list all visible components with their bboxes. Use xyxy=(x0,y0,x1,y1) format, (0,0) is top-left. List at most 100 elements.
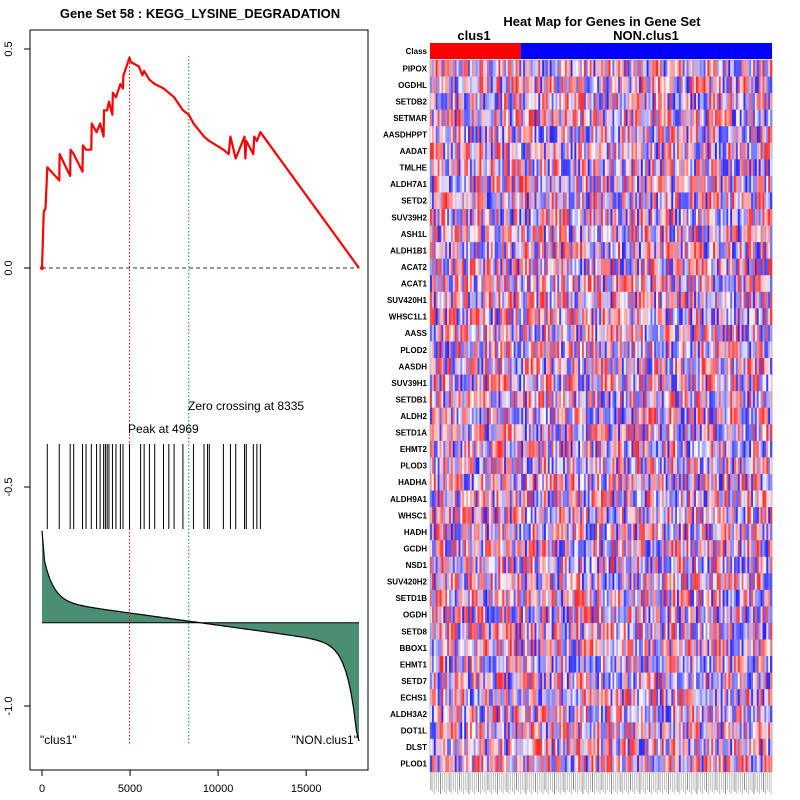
heatmap-cell xyxy=(735,407,739,425)
heatmap-cell xyxy=(639,175,642,193)
heatmap-cell xyxy=(637,341,640,359)
heatmap-cell xyxy=(523,374,526,392)
heatmap-cell xyxy=(449,60,452,77)
heatmap-cell xyxy=(658,126,661,144)
heatmap-cell xyxy=(711,60,714,77)
heatmap-cell xyxy=(673,242,676,259)
heatmap-cell xyxy=(709,242,712,259)
heatmap-cell xyxy=(667,391,670,409)
heatmap-cell xyxy=(517,93,520,110)
heatmap-cell xyxy=(517,242,520,259)
heatmap-cell xyxy=(538,225,541,243)
heatmap-cell xyxy=(766,258,769,276)
heatmap-cell xyxy=(644,490,647,508)
heatmap-cell xyxy=(494,109,497,127)
heatmap-cell xyxy=(612,225,615,243)
heatmap-cell xyxy=(468,109,471,127)
heatmap-cell xyxy=(661,374,664,392)
heatmap-cell xyxy=(507,440,511,458)
heatmap-cell xyxy=(458,457,461,475)
heatmap-cell xyxy=(686,358,689,375)
heatmap-cell xyxy=(528,341,531,359)
heatmap-cell xyxy=(703,142,706,160)
heatmap-cell xyxy=(756,440,759,458)
heatmap-cell xyxy=(648,341,651,359)
heatmap-cell xyxy=(606,358,609,375)
heatmap-cell xyxy=(764,60,767,77)
heatmap-cell xyxy=(490,457,493,475)
heatmap-cell xyxy=(713,391,716,409)
heatmap-cell xyxy=(450,60,454,77)
heatmap-cell xyxy=(536,209,539,226)
heatmap-cell xyxy=(739,275,742,293)
heatmap-cell xyxy=(627,391,630,409)
heatmap-cell xyxy=(545,93,549,110)
heatmap-cell xyxy=(718,424,721,442)
heatmap-cell xyxy=(707,126,710,144)
heatmap-cell xyxy=(758,407,761,425)
heatmap-cell xyxy=(640,341,644,359)
heatmap-cell xyxy=(770,391,773,409)
heatmap-cell xyxy=(694,407,697,425)
heatmap-cell xyxy=(675,76,678,94)
heatmap-cell xyxy=(678,358,682,375)
heatmap-cell xyxy=(604,374,607,392)
heatmap-cell xyxy=(500,407,503,425)
heatmap-cell xyxy=(538,109,541,127)
heatmap-cell xyxy=(696,374,699,392)
heatmap-cell xyxy=(526,457,530,475)
heatmap-cell xyxy=(471,457,474,475)
class-label-clus1: clus1 xyxy=(457,28,490,43)
heatmap-cell xyxy=(610,473,613,491)
heatmap-cell xyxy=(549,258,552,276)
heatmap-cell xyxy=(468,209,471,226)
heatmap-cell xyxy=(576,242,579,259)
heatmap-cell xyxy=(595,424,598,442)
heatmap-cell xyxy=(633,407,636,425)
heatmap-cell xyxy=(618,76,621,94)
heatmap-cell xyxy=(538,142,541,160)
heatmap-cell xyxy=(612,175,615,193)
heatmap-cell xyxy=(608,457,611,475)
heatmap-cell xyxy=(513,175,516,193)
heatmap-cell xyxy=(768,225,771,243)
heatmap-cell xyxy=(677,490,680,508)
heatmap-cell xyxy=(766,225,769,243)
heatmap-cell xyxy=(608,225,611,243)
heatmap-cell xyxy=(488,126,492,144)
heatmap-cell xyxy=(485,324,488,342)
heatmap-cell xyxy=(599,473,602,491)
heatmap-cell xyxy=(734,159,737,177)
heatmap-cell xyxy=(768,192,771,210)
heatmap-cell xyxy=(473,341,476,359)
heatmap-cell xyxy=(488,275,492,293)
heatmap-cell xyxy=(521,490,524,508)
heatmap-cell xyxy=(471,473,474,491)
heatmap-cell xyxy=(521,209,524,226)
heatmap-cell xyxy=(701,126,704,144)
heatmap-cell xyxy=(502,275,505,293)
heatmap-cell xyxy=(675,358,678,375)
heatmap-cell xyxy=(741,407,744,425)
heatmap-cell xyxy=(703,424,706,442)
heatmap-cell xyxy=(462,457,465,475)
heatmap-cell xyxy=(677,109,680,127)
heatmap-cell xyxy=(585,308,588,326)
heatmap-cell xyxy=(542,175,545,193)
heatmap-cell xyxy=(682,209,685,226)
heatmap-cell xyxy=(749,291,752,309)
heatmap-cell xyxy=(627,308,630,326)
heatmap-cell xyxy=(669,76,672,94)
heatmap-cell xyxy=(513,507,516,524)
heatmap-cell xyxy=(623,242,626,259)
heatmap-cell xyxy=(458,341,461,359)
heatmap-cell xyxy=(673,358,676,375)
heatmap-cell xyxy=(715,242,718,259)
heatmap-cell xyxy=(483,60,486,77)
heatmap-cell xyxy=(684,291,687,309)
heatmap-cell xyxy=(616,76,619,94)
heatmap-cell xyxy=(751,490,754,508)
heatmap-cell xyxy=(671,192,674,210)
heatmap-cell xyxy=(439,341,442,359)
heatmap-cell xyxy=(697,291,701,309)
